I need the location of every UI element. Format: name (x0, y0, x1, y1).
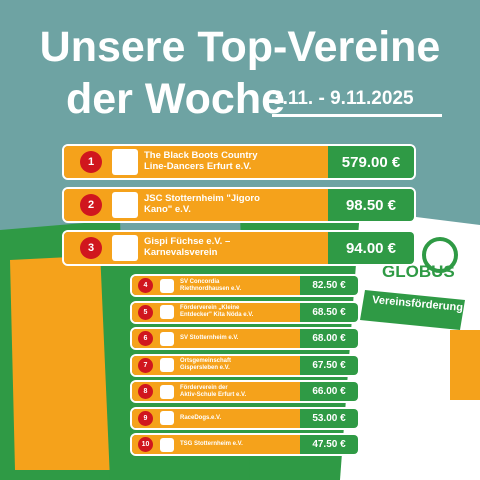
rank-badge: 3 (80, 237, 102, 259)
club-logo (112, 149, 138, 175)
row-label-area: 5 Förderverein „Kleine Entdecker" Kita Nö… (132, 302, 300, 322)
ranking-row: 10 TSG Stotternheim e.V. 47.50 € (130, 433, 360, 456)
row-label-area: 2 JSC Stotternheim "Jigoro Kano" e.V. (64, 189, 328, 221)
rank-badge: 1 (80, 151, 102, 173)
rank-badge: 7 (138, 357, 153, 373)
club-logo (160, 384, 174, 399)
rank-badge: 5 (138, 304, 153, 320)
club-logo (112, 192, 138, 218)
club-name: Förderverein der Aktiv-Schule Erfurt e.V… (180, 384, 247, 398)
amount: 68.00 € (300, 329, 358, 348)
club-name: JSC Stotternheim "Jigoro Kano" e.V. (144, 193, 260, 215)
amount: 53.00 € (300, 408, 358, 428)
date-range: 3.11. - 9.11.2025 (272, 88, 442, 117)
rank-badge: 10 (138, 437, 153, 452)
rank-badge: 2 (80, 194, 102, 216)
row-label-area: 6 SV Stotternheim e.V. (132, 329, 300, 348)
club-name: Ortsgemeinschaft Gispersleben e.V. (180, 358, 232, 371)
row-label-area: 3 Gispi Füchse e.V. – Karnevalsverein (64, 232, 328, 264)
ranking-row: 8 Förderverein der Aktiv-Schule Erfurt e.… (130, 380, 360, 403)
club-logo (160, 358, 174, 372)
club-logo (160, 411, 174, 425)
amount: 67.50 € (300, 355, 358, 375)
title-line1: Unsere Top-Vereine (39, 23, 441, 71)
row-label-area: 10 TSG Stotternheim e.V. (132, 435, 300, 454)
club-name: RaceDogs.e.V. (180, 414, 222, 421)
row-label-area: 4 SV Concordia Riethnordhausen e.V. (132, 276, 300, 295)
ranking-row: 4 SV Concordia Riethnordhausen e.V. 82.50 … (130, 274, 360, 297)
club-name: Förderverein „Kleine Entdecker" Kita Nöd… (180, 305, 254, 318)
rank-badge: 8 (138, 384, 153, 399)
club-name: The Black Boots Country Line-Dancers Erf… (144, 150, 258, 172)
rank-badge: 4 (138, 278, 153, 293)
club-logo (112, 235, 138, 261)
club-logo (160, 278, 174, 293)
ranking-row: 1 The Black Boots Country Line-Dancers Er… (62, 144, 416, 180)
brand: GLOBUS (382, 262, 455, 281)
rank-badge: 9 (138, 410, 153, 426)
title-line2: der Woche (66, 75, 286, 123)
ranking-row: 5 Förderverein „Kleine Entdecker" Kita Nö… (130, 300, 360, 324)
ranking-row: 2 JSC Stotternheim "Jigoro Kano" e.V. 98.5… (62, 187, 416, 223)
row-label-area: 9 RaceDogs.e.V. (132, 408, 300, 428)
amount: 68.50 € (300, 302, 358, 322)
club-logo (160, 305, 174, 319)
amount: 98.50 € (328, 189, 414, 221)
amount: 47.50 € (300, 435, 358, 454)
club-name: TSG Stotternheim e.V. (180, 441, 243, 448)
club-logo (160, 331, 174, 346)
amount: 82.50 € (300, 276, 358, 295)
ranking-row: 9 RaceDogs.e.V. 53.00 € (130, 406, 360, 430)
club-name: SV Stotternheim e.V. (180, 335, 239, 342)
club-logo (160, 437, 174, 452)
amount: 94.00 € (328, 232, 414, 264)
row-label-area: 1 The Black Boots Country Line-Dancers Er… (64, 146, 328, 178)
rank-badge: 6 (138, 331, 153, 346)
ranking-row: 6 SV Stotternheim e.V. 68.00 € (130, 327, 360, 350)
amount: 579.00 € (328, 146, 414, 178)
row-label-area: 8 Förderverein der Aktiv-Schule Erfurt e.… (132, 382, 300, 401)
ranking-row: 3 Gispi Füchse e.V. – Karnevalsverein 94.0… (62, 230, 416, 266)
ranking-row: 7 Ortsgemeinschaft Gispersleben e.V. 67.50… (130, 353, 360, 377)
row-label-area: 7 Ortsgemeinschaft Gispersleben e.V. (132, 355, 300, 375)
amount: 66.00 € (300, 382, 358, 401)
club-name: SV Concordia Riethnordhausen e.V. (180, 278, 242, 292)
club-name: Gispi Füchse e.V. – Karnevalsverein (144, 236, 231, 258)
